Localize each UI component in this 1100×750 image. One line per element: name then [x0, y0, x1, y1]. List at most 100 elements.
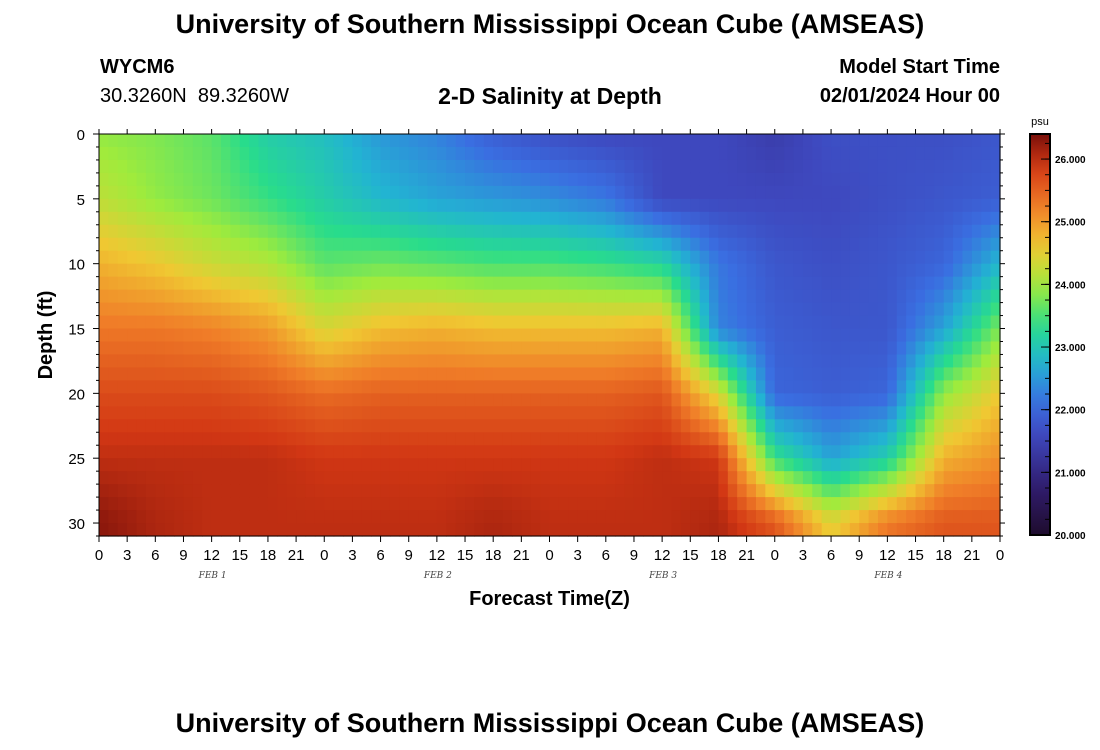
heatmap-cell [408, 315, 419, 330]
heatmap-cell [399, 250, 410, 265]
heatmap-cell [399, 185, 410, 200]
heatmap-cell [202, 432, 213, 446]
colorbar-tick-label: 25.000 [1055, 218, 1086, 229]
heatmap-cell [774, 172, 785, 187]
heatmap-cell [258, 484, 269, 498]
heatmap-cell [267, 211, 278, 226]
heatmap-cell [802, 497, 813, 511]
heatmap-cell [568, 510, 579, 524]
heatmap-cell [831, 393, 842, 407]
heatmap-cell [924, 458, 935, 472]
heatmap-cell [277, 341, 288, 356]
heatmap-cell [784, 341, 795, 356]
heatmap-cell [267, 276, 278, 291]
heatmap-cell [868, 198, 879, 213]
heatmap-cell [371, 380, 382, 394]
heatmap-cell [868, 159, 879, 174]
heatmap-cell [230, 354, 241, 369]
heatmap-cell [812, 276, 823, 291]
heatmap-cell [474, 276, 485, 291]
heatmap-cell [502, 445, 513, 459]
heatmap-cell [361, 146, 372, 161]
heatmap-cell [924, 523, 935, 537]
heatmap-cell [324, 237, 335, 252]
heatmap-cell [587, 237, 598, 252]
heatmap-cell [164, 354, 175, 369]
heatmap-cell [136, 328, 147, 343]
heatmap-cell [192, 419, 203, 433]
heatmap-cell [239, 172, 250, 187]
heatmap-cell [812, 341, 823, 356]
heatmap-cell [971, 406, 982, 420]
heatmap-cell [831, 510, 842, 524]
heatmap-cell [230, 380, 241, 394]
heatmap-cell [446, 134, 457, 148]
heatmap-cell [849, 367, 860, 381]
heatmap-cell [962, 289, 973, 304]
heatmap-cell [202, 341, 213, 356]
heatmap-cell [896, 484, 907, 498]
heatmap-cell [145, 302, 156, 317]
heatmap-cell [371, 354, 382, 369]
heatmap-cell [962, 134, 973, 148]
heatmap-cell [624, 289, 635, 304]
heatmap-cell [474, 172, 485, 187]
heatmap-cell [793, 172, 804, 187]
heatmap-cell [587, 341, 598, 356]
heatmap-cell [99, 146, 109, 161]
heatmap-cell [314, 380, 325, 394]
heatmap-cell [849, 146, 860, 161]
heatmap-cell [314, 263, 325, 278]
heatmap-cell [221, 146, 231, 161]
heatmap-cell [596, 510, 607, 524]
heatmap-cell [324, 198, 335, 213]
heatmap-cell [615, 484, 626, 498]
heatmap-cell [605, 354, 616, 369]
heatmap-cell [924, 276, 935, 291]
heatmap-cell [727, 198, 738, 213]
heatmap-cell [314, 224, 325, 239]
heatmap-cell [558, 328, 569, 343]
heatmap-cell [887, 367, 898, 381]
heatmap-cell [174, 367, 185, 381]
heatmap-cell [333, 367, 344, 381]
heatmap-cell [587, 276, 598, 291]
heatmap-cell [652, 134, 663, 148]
heatmap-cell [615, 146, 626, 161]
heatmap-cell [296, 419, 307, 433]
x-tick-label: 15 [231, 547, 248, 564]
heatmap-cell [671, 380, 682, 394]
heatmap-cell [399, 523, 410, 537]
heatmap-cell [953, 419, 964, 433]
heatmap-cell [418, 406, 429, 420]
heatmap-cell [155, 523, 166, 537]
heatmap-cell [934, 419, 945, 433]
heatmap-cell [511, 510, 522, 524]
heatmap-cell [267, 159, 278, 174]
heatmap-cell [887, 172, 898, 187]
heatmap-cell [136, 380, 147, 394]
heatmap-cell [737, 211, 748, 226]
heatmap-cell [737, 471, 748, 485]
heatmap-cell [662, 198, 673, 213]
heatmap-cell [474, 510, 485, 524]
heatmap-cell [465, 406, 476, 420]
heatmap-cell [230, 159, 241, 174]
heatmap-cell [530, 211, 541, 226]
heatmap-cell [755, 302, 766, 317]
heatmap-cell [127, 406, 138, 420]
heatmap-cell [643, 211, 654, 226]
heatmap-cell [699, 250, 710, 265]
heatmap-cell [840, 146, 851, 161]
heatmap-cell [652, 419, 663, 433]
heatmap-cell [380, 211, 391, 226]
heatmap-cell [483, 315, 494, 330]
heatmap-cell [455, 250, 466, 265]
heatmap-cell [643, 406, 654, 420]
heatmap-cell [258, 445, 269, 459]
heatmap-cell [249, 471, 260, 485]
heatmap-cell [727, 159, 738, 174]
heatmap-cell [859, 315, 870, 330]
heatmap-cell [802, 134, 813, 148]
heatmap-cell [868, 263, 879, 278]
